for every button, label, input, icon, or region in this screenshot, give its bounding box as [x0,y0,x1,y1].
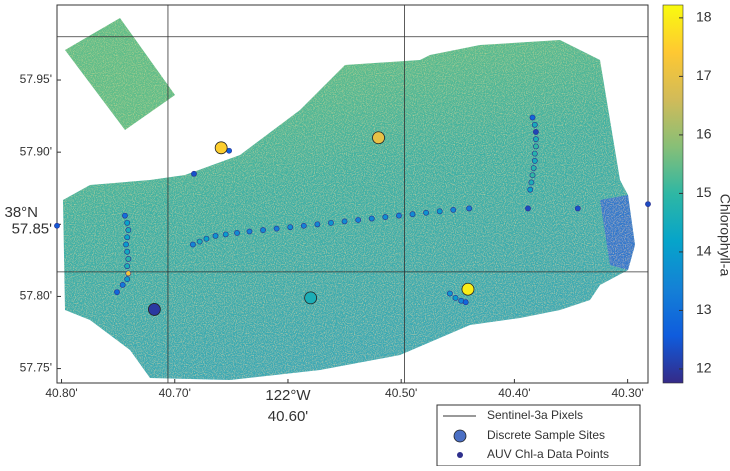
auv-point [383,214,388,219]
legend-label: AUV Chl-a Data Points [487,447,609,461]
auv-point [126,271,131,276]
colorbar-label: Chlorophyll-a [717,194,730,277]
x-tick-label: 40.70' [159,386,191,400]
x-tick-label: 40.30' [611,386,643,400]
auv-point [533,129,538,134]
auv-point [423,210,428,215]
auv-point [533,137,538,142]
auv-point [288,225,293,230]
colorbar-tick-label: 12 [696,360,712,376]
sample-site [305,292,317,304]
auv-point [328,220,333,225]
y-tick-label: 57.90' [20,144,52,158]
colorbar-tick-label: 18 [696,9,712,25]
legend-marker [457,452,463,458]
auv-point [533,144,538,149]
sample-site [215,142,227,154]
auv-point [126,256,131,261]
colorbar-tick-label: 16 [696,126,712,142]
auv-point [437,209,442,214]
auv-point [114,290,119,295]
auv-point [274,226,279,231]
auv-point [645,201,650,206]
auv-point [125,235,130,240]
auv-point [125,220,130,225]
mosaic [63,18,635,380]
sample-site [462,283,474,295]
colorbar-tick-label: 17 [696,67,712,83]
auv-point [125,264,130,269]
x-tick-label: 40.60' [268,408,309,425]
auv-point [453,295,458,300]
colorbar-tick-label: 15 [696,184,712,200]
auv-point [126,227,131,232]
auv-point [451,207,456,212]
auv-point [532,151,537,156]
auv-point [247,229,252,234]
sample-site [373,132,385,144]
auv-point [356,217,361,222]
auv-point [213,233,218,238]
y-tick-label: 57.75' [20,361,52,375]
legend-label: Sentinel-3a Pixels [487,408,583,422]
auv-point [528,187,533,192]
auv-point [575,206,580,211]
auv-point [342,219,347,224]
auv-point [125,249,130,254]
map-figure: 40.80' 40.70' 40.60' 40.50' 40.40' 40.30' 57.7… [0,0,730,466]
x-tick-label: 40.80' [45,386,77,400]
x-axis-label: 122°W [265,387,311,404]
auv-point [234,230,239,235]
auv-point [120,282,125,287]
y-axis-label: 38°N [4,204,38,221]
auv-point [315,222,320,227]
auv-point [190,242,195,247]
y-tick-label: 57.95' [20,72,52,86]
auv-point [532,158,537,163]
auv-point [531,165,536,170]
auv-point [223,232,228,237]
auv-point [260,227,265,232]
colorbar [663,5,683,383]
colorbar-tick-label: 13 [696,301,712,317]
y-tick-label: 57.80' [20,289,52,303]
y-tick-label: 57.85' [12,220,53,237]
x-tick-label: 40.40' [498,386,530,400]
auv-point [123,242,128,247]
auv-point [529,180,534,185]
colorbar-tick-label: 14 [696,243,712,259]
auv-point [447,291,452,296]
auv-point [396,213,401,218]
auv-point [369,216,374,221]
auv-point [410,212,415,217]
auv-point [301,223,306,228]
auv-point [525,206,530,211]
auv-point [191,171,196,176]
auv-point [204,236,209,241]
auv-point [530,173,535,178]
auv-point [197,239,202,244]
auv-point [122,213,127,218]
auv-point [463,300,468,305]
x-tick-label: 40.50' [385,386,417,400]
sample-site [148,303,160,315]
auv-point [125,277,130,282]
auv-point [467,206,472,211]
auv-point [54,223,59,228]
legend-label: Discrete Sample Sites [487,428,605,442]
auv-point [530,115,535,120]
auv-point [532,122,537,127]
legend-marker [454,430,466,442]
